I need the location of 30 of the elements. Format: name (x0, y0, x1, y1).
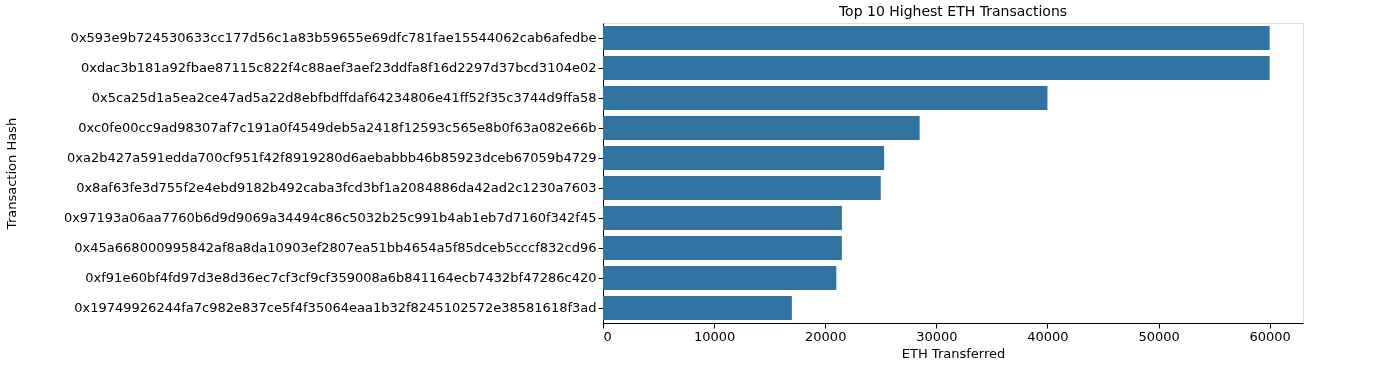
bar (603, 86, 1048, 110)
y-tick-label: 0x97193a06aa7760b6d9d9069a34494c86c5032b25c991b4ab1eb7d7160f342f45 (63, 210, 597, 225)
x-axis-title: ETH Transferred (901, 345, 1006, 361)
bar (603, 56, 1270, 80)
bar (603, 236, 842, 260)
bar (603, 176, 881, 200)
y-tick-label: 0x45a668000995842af8a8da10903ef2807ea51bb4654a5f85dceb5cccf832cd96 (74, 240, 597, 255)
y-tick-label: 0xf91e60bf4fd97d3e8d36ec7cf3cf9cf359008a6b841164ecb7432bf47286c420 (85, 270, 597, 285)
x-tick-label: 60000 (1249, 328, 1291, 344)
x-tick-label: 20000 (805, 328, 847, 344)
bar (603, 146, 885, 170)
x-tick-label: 30000 (916, 328, 958, 344)
bar (603, 206, 842, 230)
y-tick-label: 0x8af63fe3d755f2e4ebd9182b492caba3fcd3bf1a2084886da42ad2c1230a7603 (76, 180, 597, 195)
x-tick-label: 10000 (693, 328, 736, 344)
bar (603, 26, 1270, 50)
y-tick-label: 0x5ca25d1a5ea2ce47ad5a22d8ebfbdffdaf64234806e41ff52f35c3744d9ffa58 (91, 90, 597, 105)
chart-title: Top 10 Highest ETH Transactions (837, 3, 1068, 19)
y-tick-label: 0x593e9b724530633cc177d56c1a83b59655e69dfc781fae15544062cab6afedbe (70, 30, 597, 45)
x-tick-label: 0 (603, 328, 612, 344)
x-tick-label: 50000 (1138, 328, 1180, 344)
bar (603, 296, 792, 320)
y-tick-label: 0xc0fe00cc9ad98307af7c191a0f4549deb5a2418f12593c565e8b0f63a082e66b (78, 120, 597, 135)
y-tick-label: 0xdac3b181a92fbae87115c822f4c88aef3aef23ddfa8f16d2297d37bcd3104e02 (80, 60, 597, 75)
x-tick-label: 40000 (1027, 328, 1069, 344)
y-tick-label: 0x19749926244fa7c982e837ce5f4f35064eaa1b32f8245102572e38581618f3ad (74, 300, 597, 315)
y-tick-label: 0xa2b427a591edda700cf951f42f8919280d6aebabbb46b85923dceb67059b4729 (67, 150, 597, 165)
bar (603, 116, 920, 140)
bar (603, 266, 837, 290)
y-axis-title: Transaction Hash (3, 117, 19, 231)
